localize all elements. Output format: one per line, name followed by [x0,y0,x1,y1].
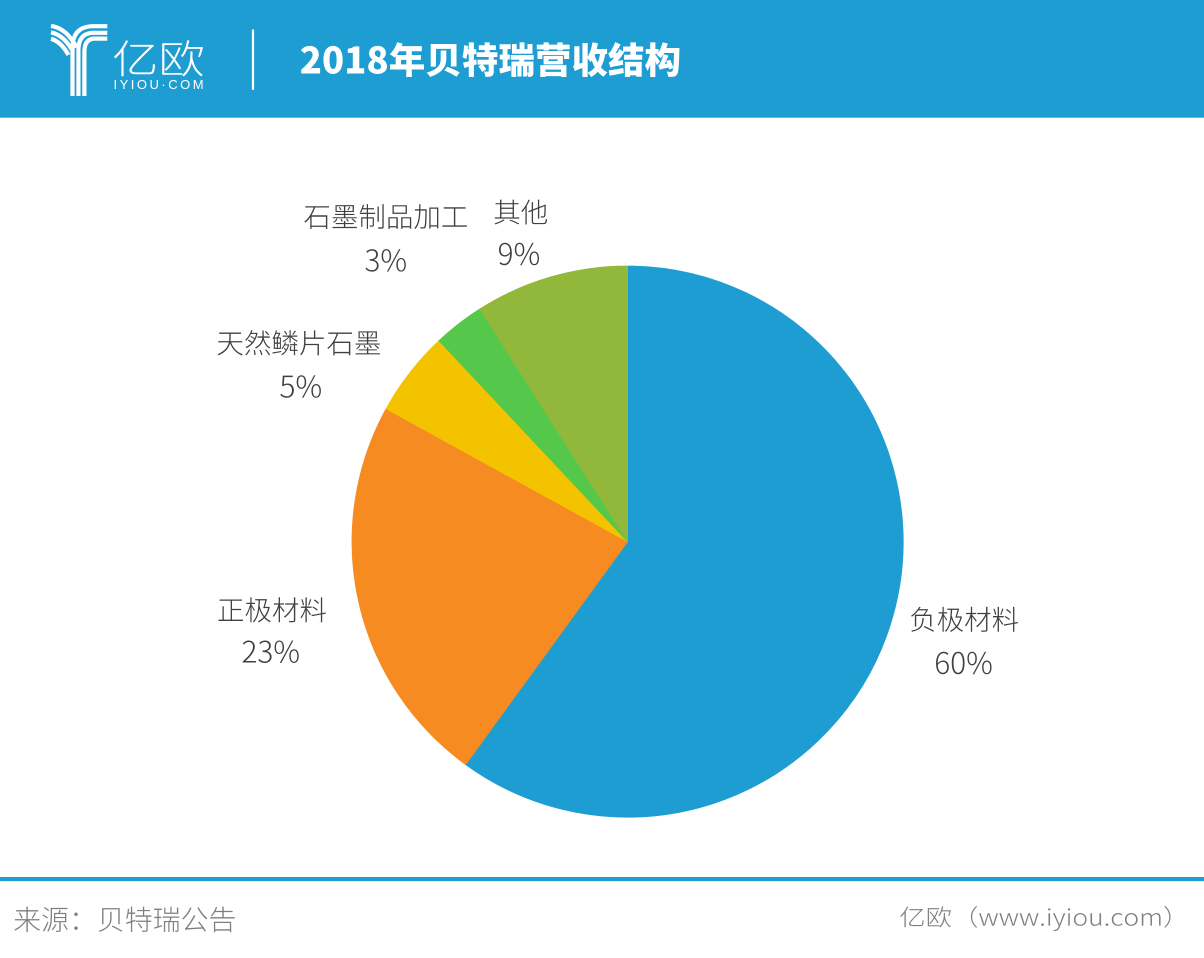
svg-text:IYIOU·COM: IYIOU·COM [114,77,207,92]
